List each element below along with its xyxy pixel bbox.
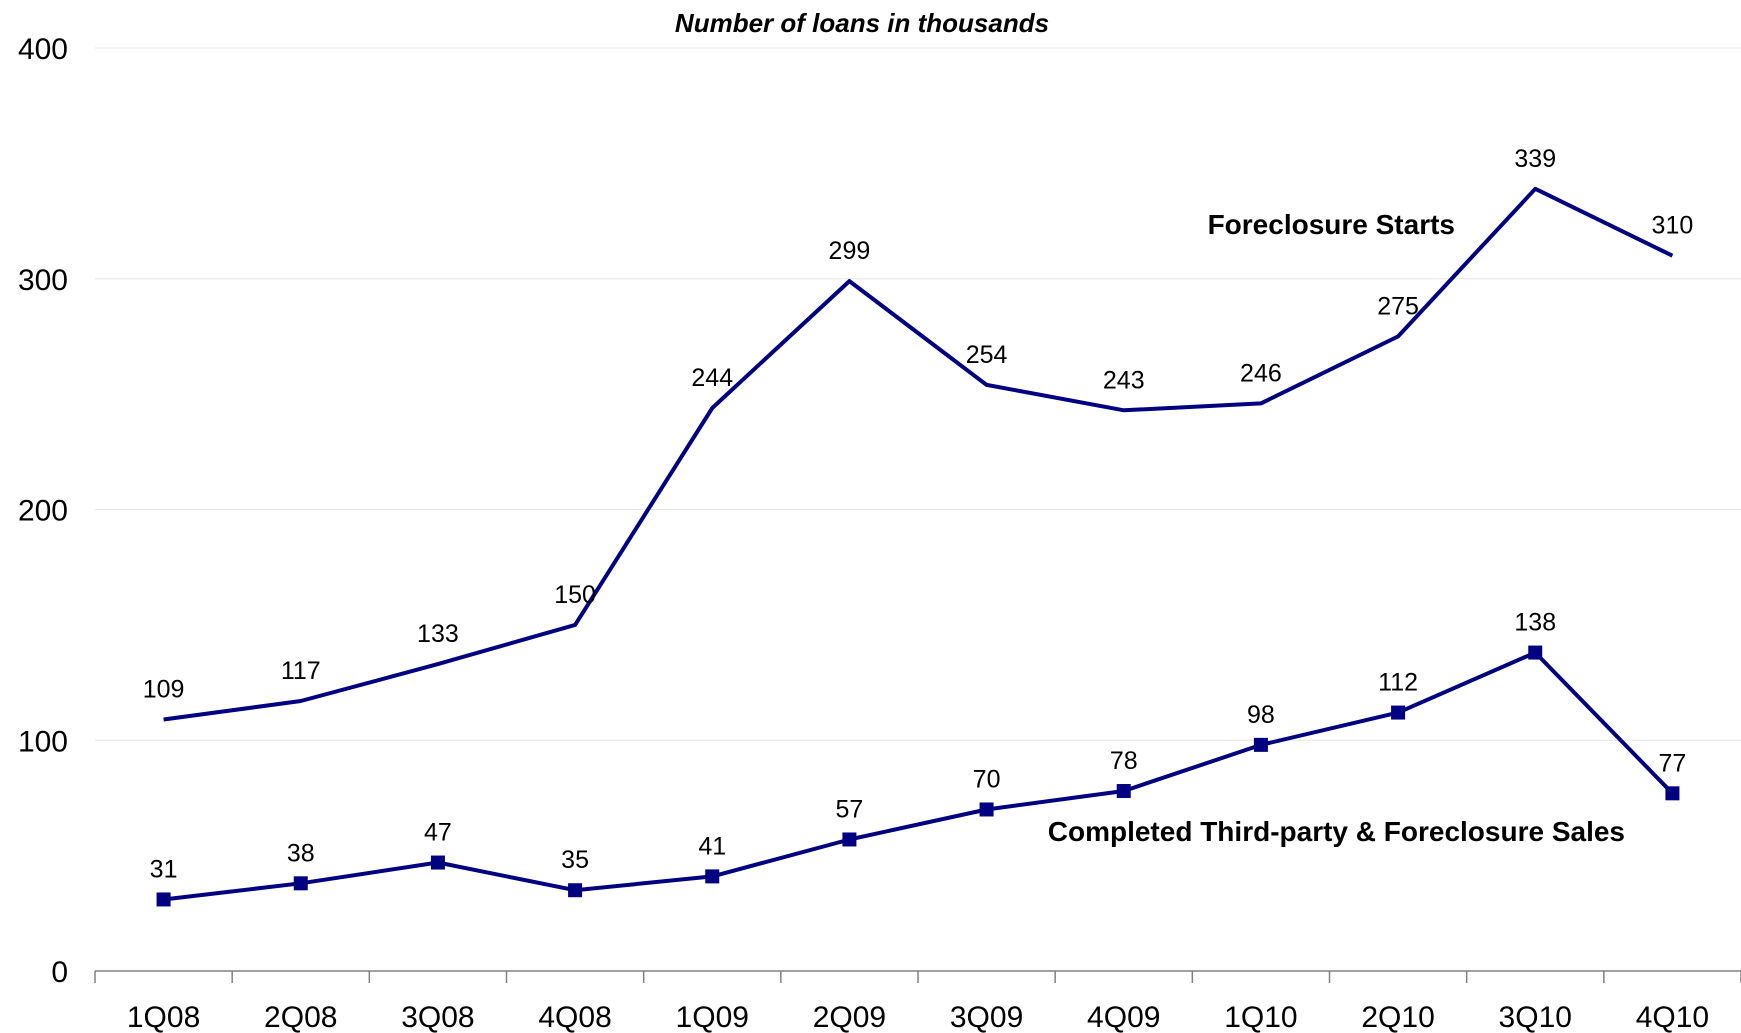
data-label: 31 — [150, 855, 178, 883]
series-group: 109 117 133 150 244 299 254 243 246 275 339 310 31 38… — [143, 145, 1694, 907]
data-point-marker — [293, 876, 308, 891]
series-label: Completed Third-party & Foreclosure Sale… — [1048, 816, 1625, 847]
data-point-marker — [1253, 737, 1268, 752]
data-point-marker — [430, 855, 445, 870]
x-tick-label: 4Q08 — [538, 1001, 611, 1033]
x-tick-label: 1Q09 — [676, 1001, 749, 1033]
data-point-marker — [156, 892, 171, 907]
x-tick-label: 2Q08 — [264, 1001, 337, 1033]
data-point-marker — [568, 883, 583, 898]
x-tick-label: 2Q09 — [813, 1001, 886, 1033]
data-point-marker — [1665, 786, 1680, 801]
data-label: 77 — [1659, 749, 1687, 777]
data-point-marker — [979, 802, 994, 817]
data-label: 299 — [829, 237, 871, 265]
x-axis-ticks: 1Q08 2Q08 3Q08 4Q08 1Q09 2Q09 3Q09 4Q09 1Q10 2Q10… — [127, 1001, 1709, 1033]
y-tick-label: 400 — [18, 33, 68, 66]
data-label: 47 — [424, 819, 452, 847]
data-label: 98 — [1247, 701, 1275, 729]
data-label: 133 — [417, 620, 459, 648]
x-tick-label: 4Q09 — [1087, 1001, 1160, 1033]
data-label: 38 — [287, 839, 315, 867]
data-label: 57 — [836, 795, 864, 823]
data-point-marker — [705, 869, 720, 884]
data-label: 78 — [1110, 747, 1138, 775]
chart-title: Number of loans in thousands — [675, 8, 1049, 38]
x-tick-label: 4Q10 — [1636, 1001, 1709, 1033]
series-2: 31 38 47 35 41 57 70 78 98 112 138 77 — [150, 609, 1687, 907]
y-tick-label: 0 — [51, 956, 68, 989]
x-tick-label: 2Q10 — [1361, 1001, 1434, 1033]
y-axis-ticks: 0 100 200 300 400 — [18, 33, 68, 989]
data-label: 244 — [691, 364, 733, 392]
data-label: 112 — [1378, 669, 1418, 697]
data-label: 70 — [973, 765, 1001, 793]
data-label: 35 — [561, 846, 589, 874]
x-tick-label: 3Q08 — [401, 1001, 474, 1033]
data-label: 339 — [1514, 145, 1556, 173]
x-tick-label: 3Q10 — [1499, 1001, 1572, 1033]
data-point-marker — [1528, 645, 1543, 660]
data-label: 254 — [966, 341, 1008, 369]
x-tick-label: 1Q08 — [127, 1001, 200, 1033]
x-tick-label: 1Q10 — [1224, 1001, 1297, 1033]
series-line — [163, 186, 1674, 722]
y-tick-label: 100 — [18, 725, 68, 758]
data-label: 138 — [1514, 609, 1556, 637]
data-label: 117 — [281, 657, 321, 685]
series-1: 109 117 133 150 244 299 254 243 246 275 339 310 — [143, 145, 1694, 722]
gridlines — [95, 47, 1741, 741]
axes — [94, 970, 1741, 983]
y-tick-label: 200 — [18, 495, 68, 528]
data-label: 41 — [698, 832, 726, 860]
data-label: 275 — [1377, 292, 1419, 320]
data-point-marker — [1391, 705, 1406, 720]
data-label: 246 — [1240, 359, 1282, 387]
x-tick-label: 3Q09 — [950, 1001, 1023, 1033]
data-label: 243 — [1103, 366, 1145, 394]
data-point-marker — [842, 832, 857, 847]
series-label: Foreclosure Starts — [1208, 209, 1455, 240]
data-label: 109 — [143, 675, 185, 703]
data-point-marker — [1116, 784, 1131, 799]
data-label: 150 — [554, 581, 596, 609]
series-line — [163, 650, 1674, 902]
data-label: 310 — [1652, 212, 1694, 240]
y-tick-label: 300 — [18, 264, 68, 297]
